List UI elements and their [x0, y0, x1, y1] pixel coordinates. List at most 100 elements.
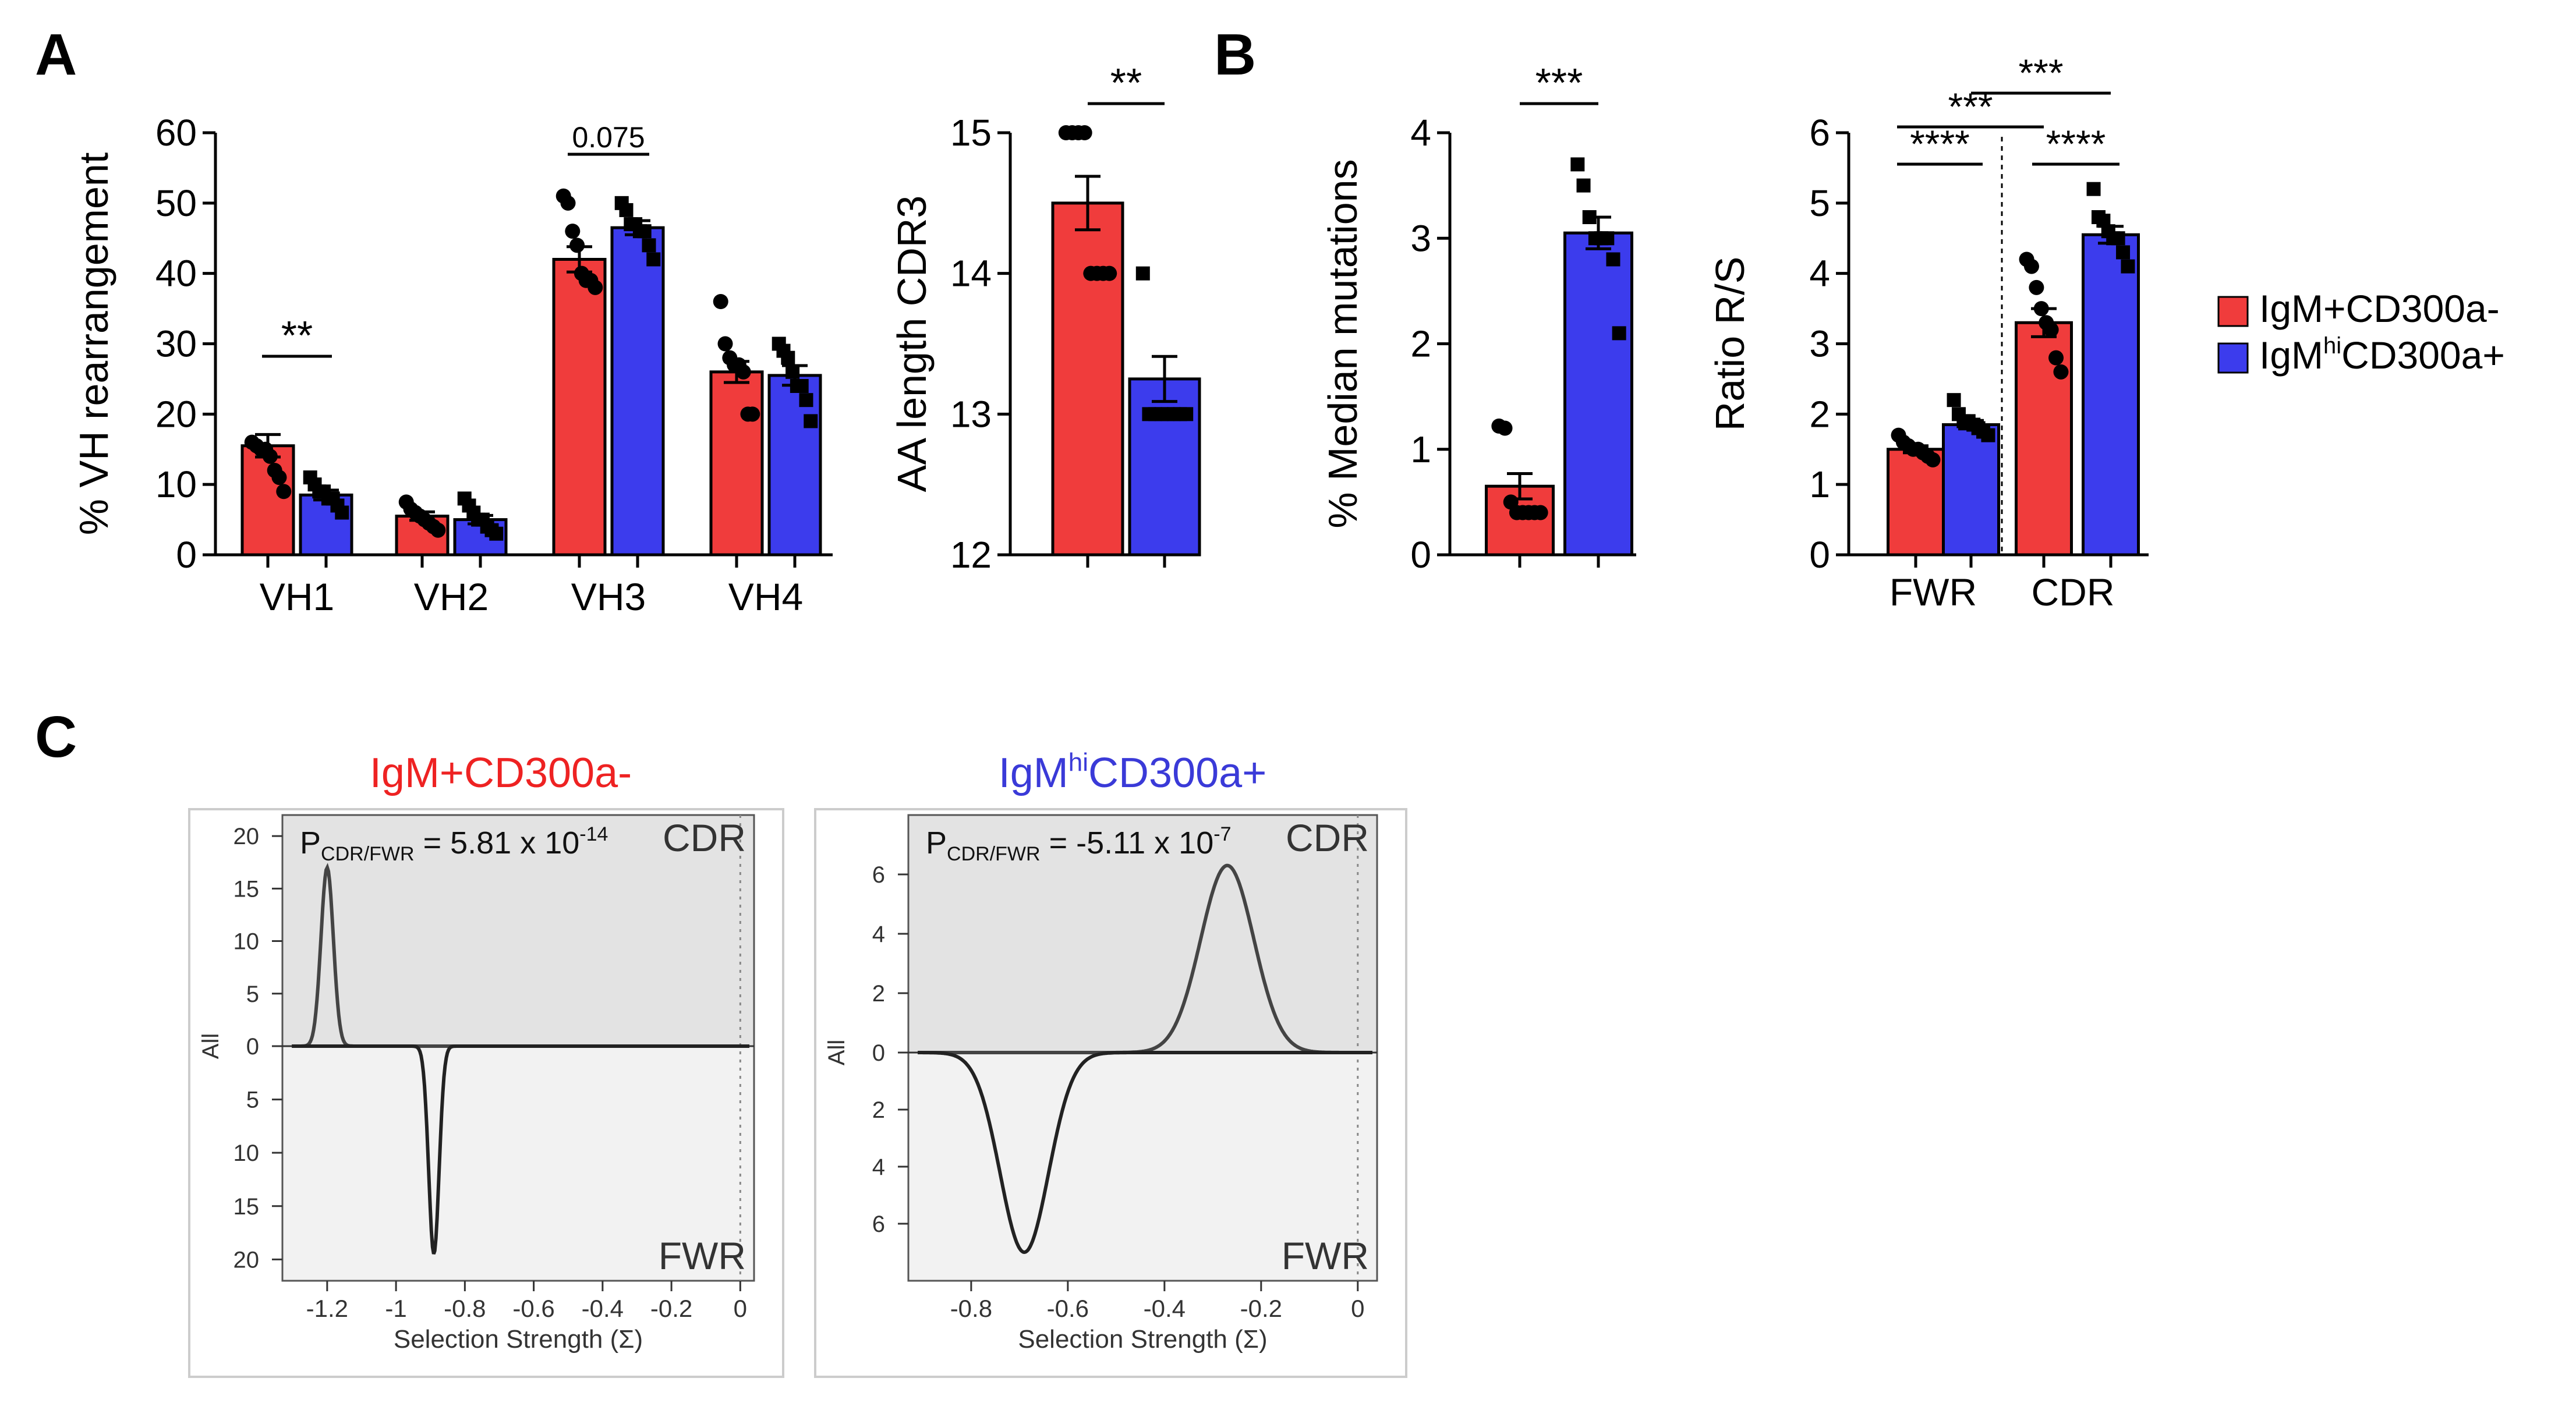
- x-tick-label: FWR: [1889, 571, 1977, 614]
- x-tick-label: -1.2: [306, 1295, 348, 1322]
- y-tick-label: 20: [155, 393, 197, 435]
- y-tick-label: 3: [1809, 323, 1830, 365]
- y-tick-label: 5: [1809, 182, 1830, 224]
- y-tick-label: 1: [1410, 428, 1431, 470]
- data-point: [1925, 452, 1941, 467]
- significance-label: ***: [1948, 85, 1993, 128]
- data-point: [646, 252, 661, 267]
- fwr-density-curve: [918, 1051, 1372, 1255]
- x-tick-label: -0.2: [1240, 1295, 1282, 1322]
- data-point: [430, 522, 446, 538]
- y-tick-label: 0: [176, 534, 197, 576]
- y-tick-label: 3: [1410, 217, 1431, 259]
- bar: [1128, 377, 1201, 557]
- data-point: [276, 484, 292, 499]
- data-point: [1981, 428, 1995, 442]
- data-point: [619, 203, 634, 217]
- y-tick-label: 10: [233, 929, 260, 955]
- y-tick-label: 4: [1809, 253, 1830, 295]
- data-point: [799, 393, 813, 408]
- cdr3-length-chart: 12 13 14 15 AA length CDR3 **: [889, 60, 1201, 576]
- vh-usage-chart: 0 10 20 30 40 50 60 % VH rearrangement VH1 VH2 VH3…: [71, 112, 833, 618]
- panel-label-c: C: [35, 704, 77, 770]
- data-point: [2043, 322, 2059, 338]
- significance-label: ***: [2018, 51, 2063, 94]
- y-tick-label: 4: [872, 922, 885, 947]
- x-tick-label: CDR: [2032, 571, 2115, 614]
- y-tick-label: 0: [872, 1040, 885, 1066]
- x-tick-label: VH4: [728, 575, 803, 618]
- y-tick-label: 14: [950, 253, 992, 295]
- bar: [610, 226, 665, 557]
- y-tick-label: 2: [1809, 393, 1830, 435]
- data-point: [2023, 258, 2039, 274]
- y-tick-label: 6: [1809, 112, 1830, 154]
- region-label-fwr: FWR: [659, 1234, 746, 1277]
- data-point: [271, 470, 287, 486]
- y-tick-label: 4: [1410, 112, 1431, 154]
- significance-label: ****: [2046, 122, 2106, 165]
- data-point: [1570, 157, 1585, 172]
- significance-label: **: [1110, 60, 1142, 105]
- y-axis-title: Ratio R/S: [1707, 257, 1753, 431]
- x-tick-label: -0.4: [582, 1295, 624, 1322]
- y-tick-label: 2: [872, 981, 885, 1007]
- y-tick-label: 15: [950, 112, 992, 154]
- y-tick-label: 20: [233, 824, 260, 849]
- data-point: [2029, 279, 2044, 295]
- y-tick-label: 4: [872, 1154, 885, 1180]
- median-mutations-chart: 0 1 2 3 4 % Median mutations ***: [1320, 60, 1636, 576]
- x-tick-label: -0.6: [512, 1295, 554, 1322]
- y-tick-label: 5: [246, 1087, 259, 1113]
- selection-left-title: IgM+CD300a-: [370, 750, 632, 796]
- bar: [240, 444, 295, 557]
- bar: [552, 258, 607, 557]
- selection-strength-right: CDR FWR PCDR/FWR = -5.11 x 10-7 6 4 2 0 2 4 6 All -…: [814, 808, 1407, 1378]
- y-tick-label: 40: [155, 253, 197, 295]
- data-point: [1179, 407, 1194, 421]
- panel-label-b: B: [1214, 22, 1256, 87]
- data-point: [2121, 259, 2135, 274]
- data-point: [1576, 178, 1591, 193]
- x-tick-label: VH3: [571, 575, 646, 618]
- data-point: [1102, 265, 1117, 281]
- y-tick-label: 13: [950, 393, 992, 435]
- y-tick-label: 2: [872, 1097, 885, 1123]
- x-tick-label: -0.8: [950, 1295, 992, 1322]
- bar: [1942, 423, 2000, 557]
- y-tick-label: 15: [233, 876, 260, 902]
- x-tick-label: -0.8: [444, 1295, 486, 1322]
- data-point: [2033, 301, 2049, 317]
- p-value-label: PCDR/FWR = 5.81 x 10-14: [300, 823, 608, 865]
- data-point: [565, 224, 581, 239]
- data-point: [588, 279, 603, 295]
- data-point: [560, 195, 576, 211]
- legend-label-red: IgM+CD300a-: [2259, 287, 2500, 330]
- panel-label-a: A: [35, 22, 77, 87]
- data-point: [785, 364, 800, 379]
- y-tick-label: 12: [950, 534, 992, 576]
- y-tick-label: 50: [155, 182, 197, 224]
- region-label-cdr: CDR: [1286, 816, 1369, 859]
- fwr-region-panel: [907, 1051, 1378, 1282]
- data-point: [2086, 182, 2101, 196]
- data-point: [781, 350, 795, 365]
- data-point: [1582, 210, 1597, 224]
- data-point: [794, 379, 809, 393]
- data-point: [1612, 326, 1626, 341]
- data-point: [1606, 252, 1620, 267]
- y-axis-title: % VH rearrangement: [71, 153, 116, 536]
- bar: [2082, 233, 2140, 557]
- data-point: [717, 336, 733, 352]
- x-tick-label: VH1: [260, 575, 334, 618]
- cdr-region-panel: [281, 814, 755, 1047]
- data-point: [1533, 505, 1548, 520]
- selection-strength-left: CDR FWR PCDR/FWR = 5.81 x 10-14 20 15 10 5 0 5 10…: [188, 808, 784, 1378]
- legend: IgM+CD300a- IgMhiCD300a+: [2217, 287, 2505, 377]
- y-tick-label: 10: [233, 1140, 260, 1166]
- data-point: [569, 238, 585, 253]
- data-point: [1947, 393, 1961, 408]
- region-label-cdr: CDR: [663, 816, 746, 859]
- significance-label: ****: [1910, 122, 1970, 165]
- fwr-density-curve: [292, 1044, 749, 1255]
